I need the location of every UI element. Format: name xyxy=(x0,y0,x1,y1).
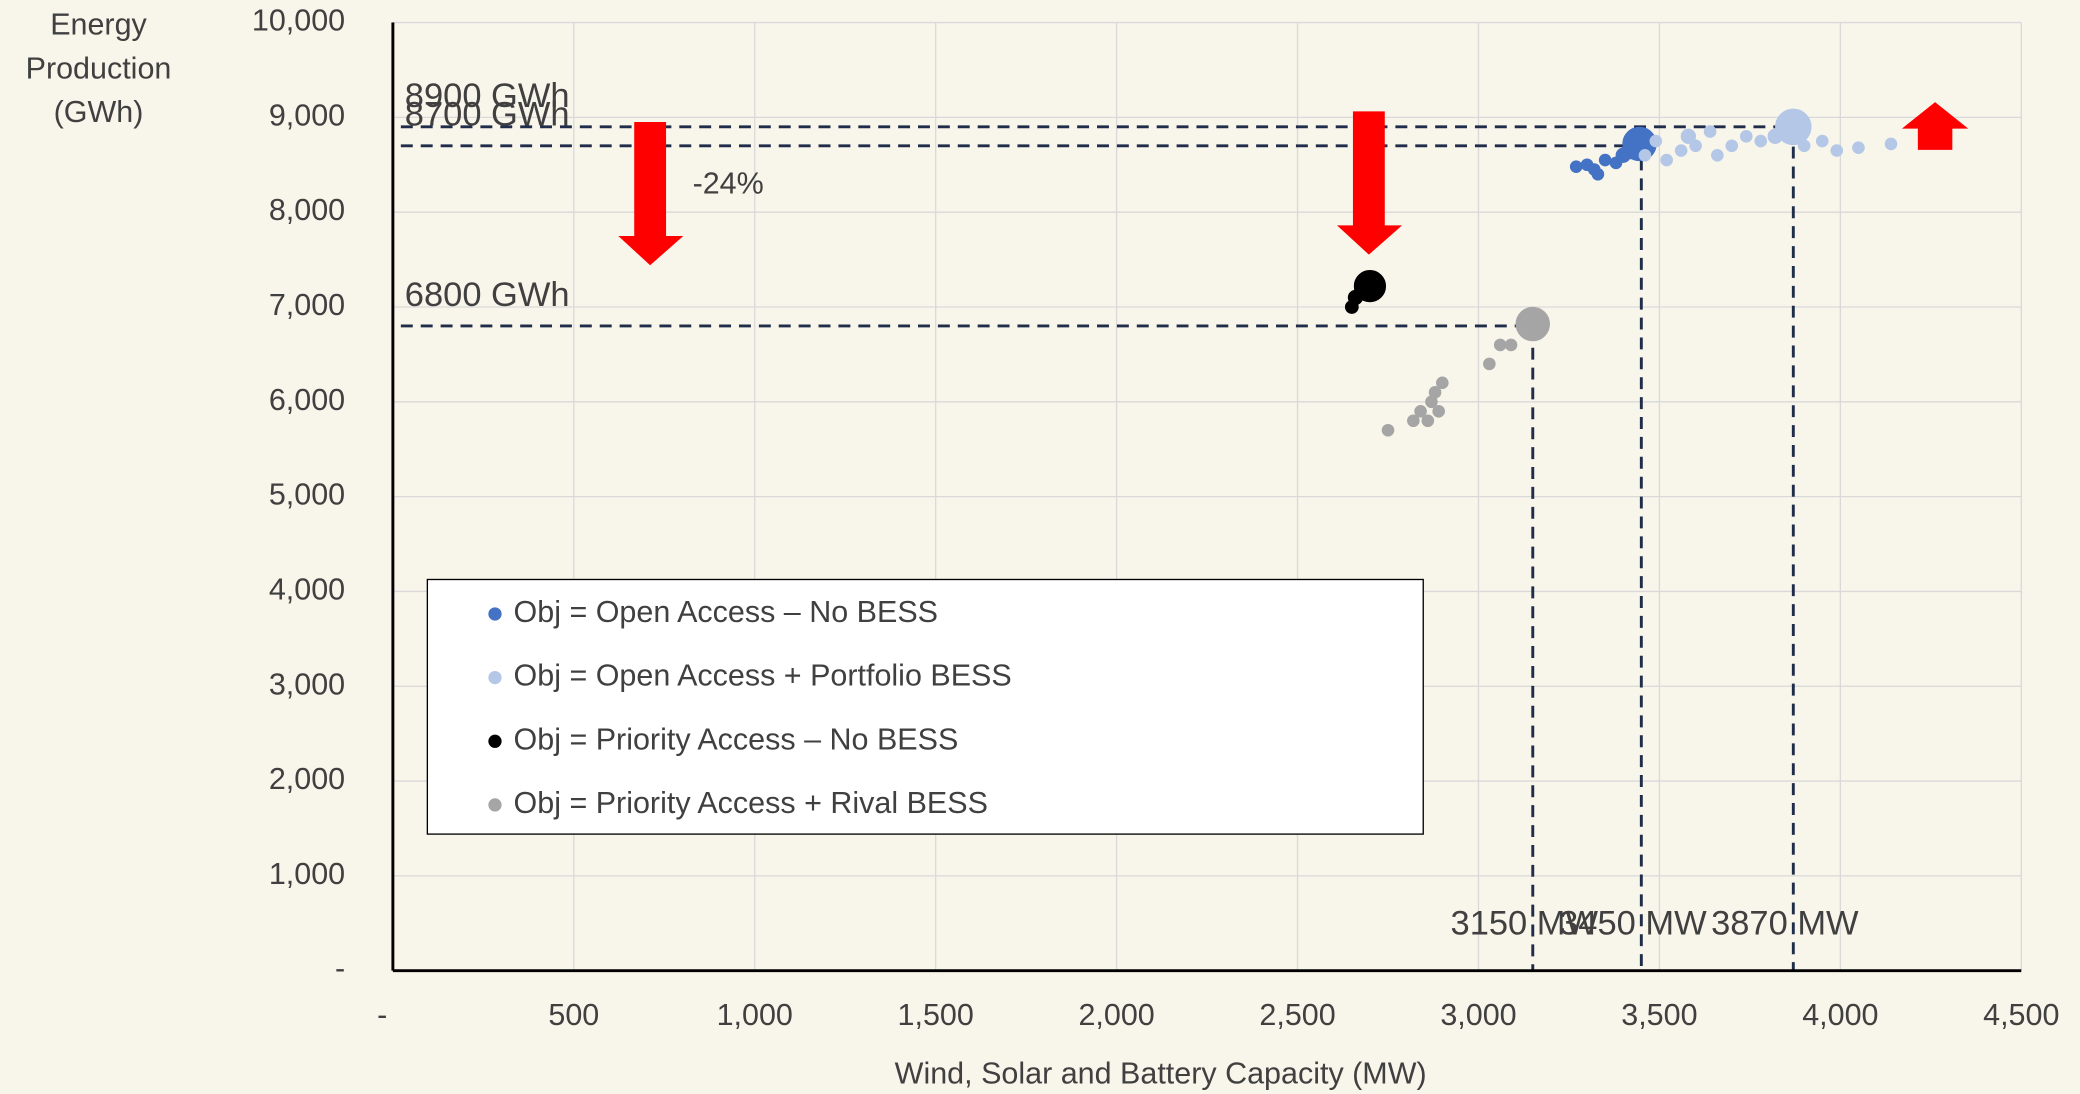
legend-label: Obj = Open Access – No BESS xyxy=(514,595,938,629)
y-tick-label: 8,000 xyxy=(269,193,345,227)
x-tick-label: - xyxy=(377,998,387,1032)
y-tick-label: 5,000 xyxy=(269,478,345,512)
bubble xyxy=(1711,148,1724,162)
bubble xyxy=(1649,134,1663,148)
bubble xyxy=(1569,160,1583,173)
bubble xyxy=(1598,153,1612,167)
bubble xyxy=(1353,270,1387,303)
bubble xyxy=(1435,376,1449,390)
legend-label: Obj = Priority Access + Rival BESS xyxy=(514,786,988,820)
arrows xyxy=(618,102,1969,266)
legend-box xyxy=(426,578,1424,835)
bubble xyxy=(1483,357,1496,371)
bubble xyxy=(1674,144,1688,157)
bubble xyxy=(1432,404,1445,418)
bubble xyxy=(1852,141,1865,154)
x-tick-label: 2,500 xyxy=(1259,998,1335,1032)
x-tick-label: 500 xyxy=(548,998,599,1032)
bubbles xyxy=(1344,108,1898,437)
y-tick-label: 9,000 xyxy=(269,98,345,132)
reference-x-label: 3150 MW xyxy=(1451,905,1599,943)
legend-marker xyxy=(488,607,502,621)
y-tick-label: - xyxy=(335,952,345,986)
bubble xyxy=(1493,338,1507,352)
bubble xyxy=(1428,386,1442,399)
legend-marker xyxy=(488,670,502,685)
x-tick-label: 2,000 xyxy=(1078,998,1154,1032)
reference-y-label: 8900 GWh xyxy=(405,77,570,115)
y-tick-label: 6,000 xyxy=(269,383,345,417)
bubble xyxy=(1725,139,1739,153)
legend: Obj = Open Access – No BESS Obj = Open Ac… xyxy=(426,578,1424,835)
bubble xyxy=(1689,139,1702,153)
bubble xyxy=(1407,414,1420,428)
bubble xyxy=(1797,139,1811,153)
x-tick-label: 3,500 xyxy=(1621,998,1697,1032)
bubble xyxy=(1754,134,1768,148)
down-arrow xyxy=(618,121,684,266)
bubble xyxy=(1414,404,1427,418)
bubble xyxy=(1703,125,1717,138)
y-tick-label: 2,000 xyxy=(269,762,345,796)
y-axis-title: Energy xyxy=(50,8,147,42)
y-tick-label: 3,000 xyxy=(269,667,345,701)
legend-marker xyxy=(488,734,502,748)
x-tick-label: 3,000 xyxy=(1440,998,1516,1032)
x-tick-label: 4,000 xyxy=(1802,998,1878,1032)
x-tick-label: 1,500 xyxy=(898,998,974,1032)
bubble xyxy=(1884,137,1898,151)
legend-label: Obj = Open Access + Portfolio BESS xyxy=(514,659,1012,693)
y-axis-title: (GWh) xyxy=(54,95,144,129)
bubble xyxy=(1739,130,1753,143)
reference-y-label: 6800 GWh xyxy=(405,276,570,314)
reference-x-label: 3450 MW xyxy=(1559,905,1707,943)
bubble xyxy=(1515,306,1550,342)
bubble xyxy=(1381,423,1395,437)
bubble xyxy=(1421,414,1435,428)
x-tick-label: 4,500 xyxy=(1983,998,2059,1032)
bubble xyxy=(1638,148,1652,162)
x-tick-label: 1,000 xyxy=(717,998,793,1032)
bubble xyxy=(1815,134,1829,148)
y-tick-label: 7,000 xyxy=(269,288,345,322)
bubble xyxy=(1504,338,1518,352)
reference-x-label: 3870 MW xyxy=(1711,905,1859,943)
bubble xyxy=(1775,108,1812,146)
x-axis-title: Wind, Solar and Battery Capacity (MW) xyxy=(895,1056,1427,1090)
reference-line xyxy=(400,324,1535,971)
legend-marker xyxy=(488,798,502,812)
reference-y-label: 8700 GWh xyxy=(405,96,570,134)
legend-label: Obj = Priority Access – No BESS xyxy=(514,722,959,756)
up-arrow xyxy=(1901,102,1969,150)
y-tick-label: 1,000 xyxy=(269,857,345,891)
change-annotation: -24% xyxy=(693,167,764,201)
y-tick-label: 10,000 xyxy=(252,4,345,38)
bubble xyxy=(1591,167,1605,181)
y-tick-label: 4,000 xyxy=(269,572,345,606)
bubble xyxy=(1830,144,1844,157)
bubble xyxy=(1680,128,1697,144)
down-arrow xyxy=(1337,111,1403,255)
bubble xyxy=(1660,153,1673,167)
y-axis-title: Production xyxy=(26,51,172,85)
